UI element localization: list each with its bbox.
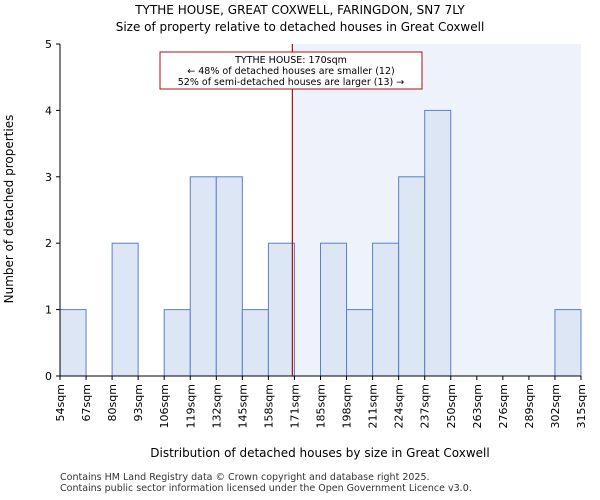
chart-subtitle: Size of property relative to detached ho… — [115, 20, 485, 34]
x-tick-label: 80sqm — [106, 384, 119, 421]
bar-211sqm — [372, 242, 400, 377]
x-tick-label: 171sqm — [288, 384, 301, 428]
x-tick-label: 237sqm — [419, 384, 432, 428]
x-tick-label: 224sqm — [393, 384, 406, 428]
x-tick-label: 54sqm — [54, 384, 67, 421]
x-tick-label: 211sqm — [367, 384, 380, 428]
x-tick-label: 315sqm — [575, 384, 588, 428]
y-tick-label: 4 — [45, 104, 52, 117]
bar-158sqm — [267, 242, 295, 377]
x-axis-label: Distribution of detached houses by size … — [150, 446, 489, 460]
x-tick-label: 289sqm — [523, 384, 536, 428]
y-tick-label: 3 — [45, 171, 52, 184]
y-tick-label: 5 — [45, 38, 52, 51]
bar-237sqm — [424, 109, 452, 377]
bar-185sqm — [320, 242, 348, 377]
bar-302sqm — [554, 309, 582, 377]
bar-106sqm — [163, 309, 191, 377]
x-tick-label: 276sqm — [497, 384, 510, 428]
annotation-box — [159, 51, 423, 90]
chart-title: TYTHE HOUSE, GREAT COXWELL, FARINGDON, S… — [135, 3, 465, 17]
footer-line-2: Contains public sector information licen… — [60, 483, 472, 494]
bar-145sqm — [241, 309, 269, 377]
x-tick-label: 106sqm — [158, 384, 171, 428]
annotation-line-1: TYTHE HOUSE: 170sqm — [234, 55, 347, 66]
x-tick-label: 198sqm — [341, 384, 354, 428]
x-tick-label: 145sqm — [236, 384, 249, 428]
x-tick-label: 250sqm — [445, 384, 458, 428]
x-tick-label: 185sqm — [315, 384, 328, 428]
x-tick-label: 93sqm — [132, 384, 145, 421]
y-axis-label: Number of detached properties — [2, 115, 16, 304]
x-tick-label: 158sqm — [262, 384, 275, 428]
bar-54sqm — [59, 309, 87, 377]
bar-119sqm — [189, 176, 217, 377]
footer-line-1: Contains HM Land Registry data © Crown c… — [60, 472, 430, 483]
x-tick-label: 67sqm — [80, 384, 93, 421]
annotation-line-2: ← 48% of detached houses are smaller (12… — [187, 66, 394, 77]
x-tick-label: 302sqm — [549, 384, 562, 428]
x-tick-label: 119sqm — [184, 384, 197, 428]
y-tick-label: 2 — [45, 237, 52, 250]
bar-198sqm — [346, 309, 374, 377]
bar-224sqm — [398, 176, 426, 377]
bar-80sqm — [111, 242, 139, 377]
annotation-line-3: 52% of semi-detached houses are larger (… — [178, 77, 405, 88]
y-tick-label: 0 — [45, 370, 52, 383]
bar-132sqm — [215, 176, 243, 377]
x-tick-label: 263sqm — [471, 384, 484, 428]
y-tick-label: 1 — [45, 304, 52, 317]
x-tick-label: 132sqm — [210, 384, 223, 428]
